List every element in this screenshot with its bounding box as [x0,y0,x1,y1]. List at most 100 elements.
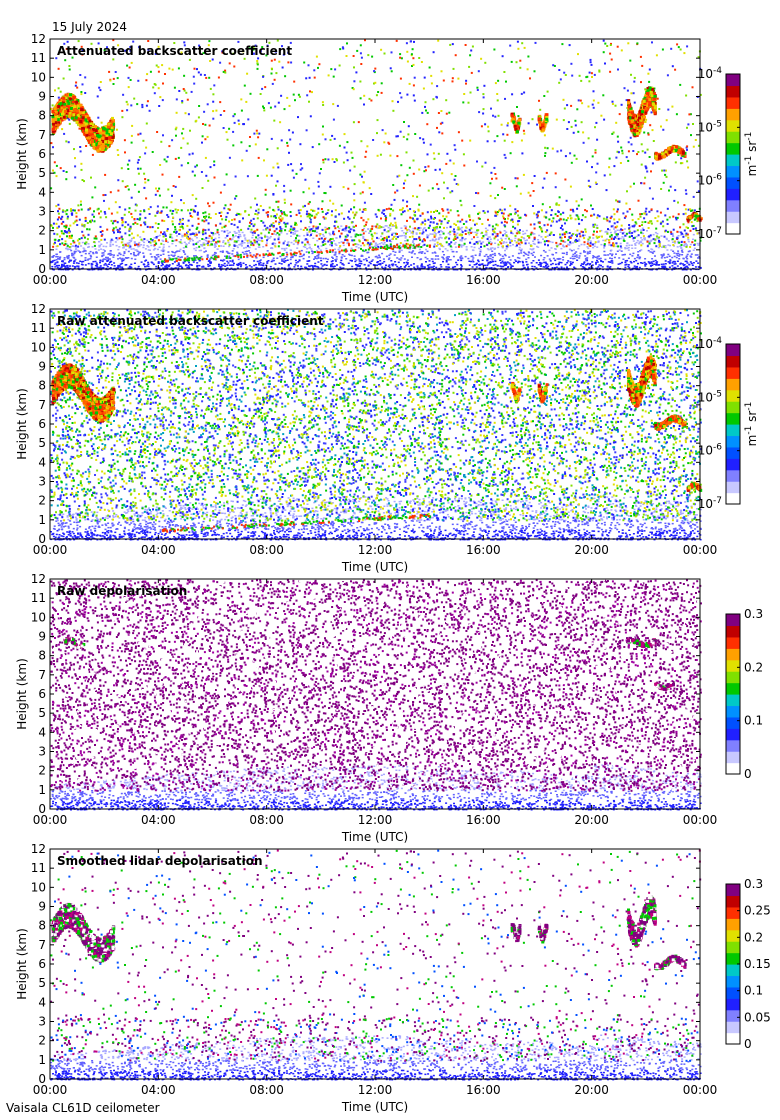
raw-backscatter-y-tick-label: 6 [38,417,46,431]
raw-backscatter-x-tick-label: 00:00 [683,543,718,557]
raw-depolarisation-x-tick-label: 16:00 [466,813,501,827]
attenuated-backscatter-x-axis-label: Time (UTC) [341,290,408,304]
attenuated-backscatter-y-tick-label: 4 [38,185,46,199]
attenuated-backscatter-y-tick-label: 6 [38,147,46,161]
smoothed-depolarisation-x-tick-label: 04:00 [141,1083,176,1097]
raw-backscatter-y-axis-label: Height (km) [15,388,29,459]
raw-backscatter-colorbar: 10-710-610-510-4m-1 sr-1 [698,336,759,511]
raw-depolarisation-y-tick-label: 5 [38,706,46,720]
attenuated-backscatter-y-tick-label: 2 [38,224,46,238]
raw-depolarisation-y-tick-label: 6 [38,687,46,701]
raw-depolarisation-colorbar-tick: 0.3 [744,607,763,621]
raw-backscatter-y-tick-label: 2 [38,494,46,508]
smoothed-depolarisation-colorbar-tick: 0.1 [744,984,763,998]
smoothed-depolarisation-x-tick-label: 20:00 [574,1083,609,1097]
raw-depolarisation-x-tick-label: 00:00 [683,813,718,827]
raw-backscatter-y-tick-label: 5 [38,436,46,450]
attenuated-backscatter-x-tick-label: 16:00 [466,273,501,287]
raw-depolarisation-y-axis-label: Height (km) [15,658,29,729]
smoothed-depolarisation-colorbar-tick: 0 [744,1037,752,1051]
raw-depolarisation-y-tick-label: 10 [31,610,46,624]
raw-depolarisation-x-axis-label: Time (UTC) [341,830,408,844]
raw-backscatter-y-tick-label: 3 [38,475,46,489]
smoothed-depolarisation-x-axis-label: Time (UTC) [341,1100,408,1114]
attenuated-backscatter-colorbar: 10-7 10-6 10-5 10-4 m-1 sr-1 [698,66,759,241]
raw-backscatter-title: Raw attenuated backscatter coefficient [57,314,324,328]
raw-depolarisation-colorbar-tick: 0.1 [744,714,763,728]
smoothed-depolarisation-colorbar-tick: 0.05 [744,1010,771,1024]
raw-depolarisation-colorbar: 00.10.20.3 [726,607,763,781]
raw-depolarisation-x-tick-label: 20:00 [574,813,609,827]
raw-depolarisation-y-tick-label: 8 [38,649,46,663]
attenuated-backscatter-y-tick-label: 1 [38,243,46,257]
raw-depolarisation-x-tick-label: 04:00 [141,813,176,827]
instrument-label: Vaisala CL61D ceilometer [6,1101,160,1115]
raw-backscatter-y-tick-label: 11 [31,321,46,335]
raw-backscatter-y-tick-label: 12 [31,302,46,316]
smoothed-depolarisation-y-tick-label: 8 [38,919,46,933]
raw-backscatter-x-axis-label: Time (UTC) [341,560,408,574]
raw-depolarisation-y-tick-label: 4 [38,725,46,739]
smoothed-depolarisation-colorbar: 00.050.10.150.20.250.3 [726,877,771,1051]
attenuated-backscatter-colorbar-unit: m-1 sr-1 [744,132,759,177]
smoothed-depolarisation-y-tick-label: 3 [38,1015,46,1029]
raw-depolarisation-y-tick-label: 12 [31,572,46,586]
attenuated-backscatter-colorbar-tick: 10-7 [698,226,722,241]
raw-backscatter-y-tick-label: 10 [31,340,46,354]
smoothed-depolarisation-y-tick-label: 1 [38,1053,46,1067]
attenuated-backscatter-y-axis-label: Height (km) [15,118,29,189]
raw-depolarisation-y-tick-label: 11 [31,591,46,605]
raw-depolarisation-colorbar-tick: 0 [744,767,752,781]
raw-depolarisation-x-tick-label: 00:00 [33,813,68,827]
attenuated-backscatter-x-tick-label: 04:00 [141,273,176,287]
smoothed-depolarisation-y-tick-label: 2 [38,1034,46,1048]
attenuated-backscatter-y-tick-label: 5 [38,166,46,180]
smoothed-depolarisation-y-tick-label: 5 [38,976,46,990]
attenuated-backscatter-y-tick-label: 10 [31,70,46,84]
smoothed-depolarisation-x-tick-label: 12:00 [358,1083,393,1097]
smoothed-depolarisation-y-axis-label: Height (km) [15,928,29,999]
smoothed-depolarisation-colorbar-tick: 0.3 [744,877,763,891]
smoothed-depolarisation-y-tick-label: 10 [31,880,46,894]
attenuated-backscatter-y-tick-label: 12 [31,32,46,46]
raw-depolarisation-y-tick-label: 1 [38,783,46,797]
raw-depolarisation-x-tick-label: 08:00 [249,813,284,827]
raw-depolarisation-y-tick-label: 2 [38,764,46,778]
raw-depolarisation-y-tick-label: 7 [38,668,46,682]
raw-backscatter-y-tick-label: 9 [38,360,46,374]
smoothed-depolarisation-title: Smoothed lidar depolarisation [57,854,263,868]
attenuated-backscatter-colorbar-tick: 10-5 [698,119,722,134]
raw-backscatter-x-tick-label: 20:00 [574,543,609,557]
raw-depolarisation-title: Raw depolarisation [57,584,187,598]
attenuated-backscatter-colorbar-tick: 10-4 [698,66,723,81]
attenuated-backscatter-y-tick-label: 11 [31,51,46,65]
raw-depolarisation-x-tick-label: 12:00 [358,813,393,827]
attenuated-backscatter-x-tick-label: 20:00 [574,273,609,287]
raw-depolarisation-y-tick-label: 3 [38,745,46,759]
raw-backscatter-colorbar-unit: m-1 sr-1 [744,402,759,447]
attenuated-backscatter-title: Attenuated backscatter coefficient [57,44,292,58]
smoothed-depolarisation-colorbar-tick: 0.25 [744,904,771,918]
raw-depolarisation-y-tick-label: 9 [38,630,46,644]
attenuated-backscatter-colorbar-tick: 10-6 [698,173,723,188]
raw-backscatter-x-tick-label: 16:00 [466,543,501,557]
raw-backscatter-colorbar-tick: 10-4 [698,336,723,351]
raw-backscatter-y-tick-label: 7 [38,398,46,412]
raw-backscatter-y-tick-label: 8 [38,379,46,393]
raw-backscatter-x-tick-label: 04:00 [141,543,176,557]
raw-backscatter-x-tick-label: 08:00 [249,543,284,557]
smoothed-depolarisation-y-tick-label: 7 [38,938,46,952]
smoothed-depolarisation-x-tick-label: 08:00 [249,1083,284,1097]
raw-backscatter-colorbar-tick: 10-7 [698,496,722,511]
attenuated-backscatter-x-tick-label: 08:00 [249,273,284,287]
attenuated-backscatter-x-tick-label: 12:00 [358,273,393,287]
smoothed-depolarisation-x-tick-label: 16:00 [466,1083,501,1097]
smoothed-depolarisation-y-tick-label: 4 [38,995,46,1009]
smoothed-depolarisation-colorbar-tick: 0.2 [744,930,763,944]
attenuated-backscatter-x-tick-label: 00:00 [33,273,68,287]
